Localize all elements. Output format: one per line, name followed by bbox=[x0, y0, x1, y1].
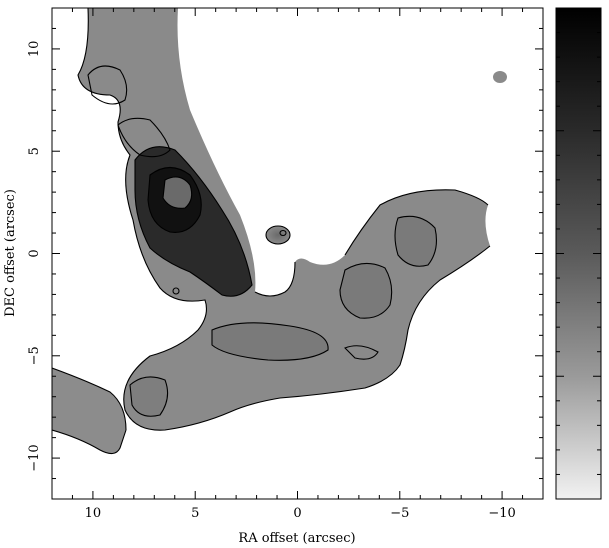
contour-lobe-a bbox=[211, 322, 329, 361]
colorbar-tick-label: 40 bbox=[606, 6, 609, 23]
emission-lobe-d bbox=[130, 376, 168, 417]
contours bbox=[52, 8, 491, 455]
x-tick-label: 5 bbox=[191, 506, 199, 521]
contour-west-tail bbox=[52, 367, 127, 455]
x-tick-label: −10 bbox=[488, 506, 515, 521]
contour-small-spot bbox=[172, 287, 180, 295]
y-tick-label: 5 bbox=[27, 147, 42, 155]
contour-upper-arm bbox=[87, 65, 128, 105]
y-tick-label: 0 bbox=[27, 249, 42, 257]
y-axis-title: DEC offset (arcsec) bbox=[3, 189, 18, 317]
y-tick-label: −5 bbox=[27, 346, 42, 365]
emission-main-body bbox=[78, 8, 490, 431]
x-tick-label: −5 bbox=[390, 506, 409, 521]
contour-lobe-d bbox=[129, 376, 169, 417]
emission-lobe-c bbox=[395, 216, 437, 267]
contour-arm-2 bbox=[117, 117, 171, 158]
y-axis-ticks: −10 −5 0 5 10 bbox=[27, 7, 543, 500]
x-axis-ticks: 10 5 0 −5 −10 bbox=[51, 8, 544, 521]
colorbar-tick-label: 30 bbox=[606, 122, 609, 139]
contour-knot-center-inner bbox=[279, 229, 287, 237]
contour-outer-main bbox=[77, 8, 491, 431]
y-tick-label: 10 bbox=[27, 41, 42, 58]
contour-ridge bbox=[134, 146, 253, 297]
colorbar-ticks: 0 10 20 30 40 bbox=[556, 6, 609, 500]
x-axis-title: RA offset (arcsec) bbox=[238, 531, 355, 546]
contour-lobe-c bbox=[394, 215, 437, 267]
colorbar-tick-label: 0 bbox=[606, 489, 609, 497]
contour-core-ring bbox=[147, 166, 202, 233]
contour-knot-center bbox=[265, 225, 291, 245]
contour-lobe-b bbox=[339, 262, 393, 319]
contour-peak bbox=[162, 176, 193, 209]
colorbar-tick-label: 20 bbox=[606, 245, 609, 262]
emission-peak bbox=[163, 176, 192, 209]
contour-upper-band bbox=[254, 189, 489, 297]
x-tick-label: 0 bbox=[293, 506, 301, 521]
contour-lobe-e bbox=[344, 345, 379, 360]
x-tick-label: 10 bbox=[85, 506, 102, 521]
y-tick-label: −10 bbox=[27, 444, 42, 471]
emission-lobe-b bbox=[340, 263, 392, 319]
emission-western-tail bbox=[52, 368, 126, 454]
emission-image bbox=[52, 8, 507, 454]
colorbar-tick-label: 10 bbox=[606, 368, 609, 385]
emission-lobe-a bbox=[212, 322, 329, 361]
emission-knot-east bbox=[493, 71, 507, 83]
